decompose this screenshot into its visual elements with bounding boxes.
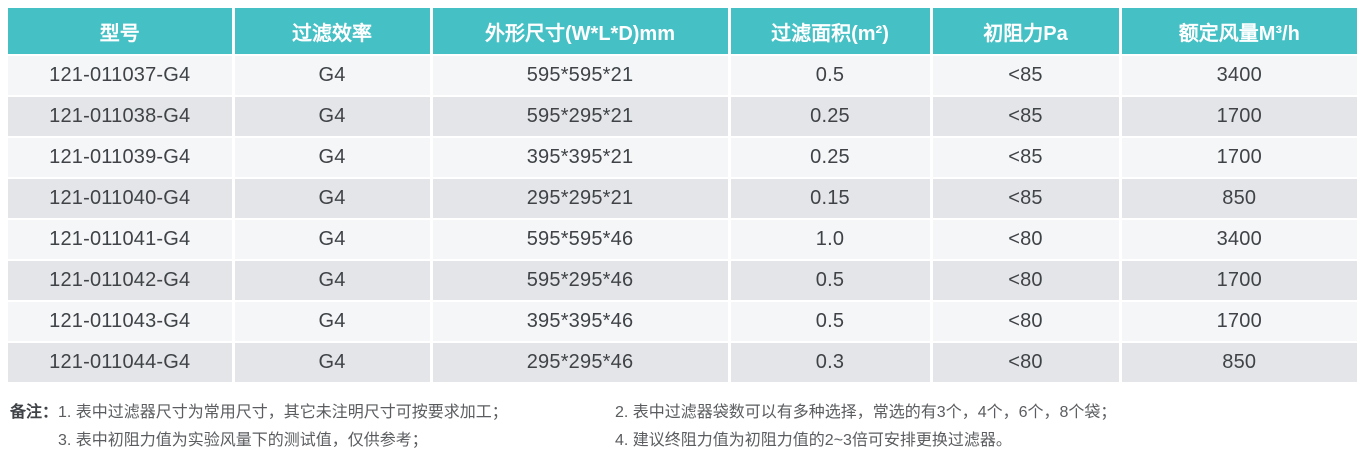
cell-model: 121-011042-G4 <box>8 260 235 302</box>
table-header: 型号 过滤效率 外形尺寸(W*L*D)mm 过滤面积(m²) 初阻力Pa 额定风… <box>8 8 1357 56</box>
table-row: 121-011041-G4 G4 595*595*46 1.0 <80 3400 <box>8 219 1357 261</box>
note-item-3: 3. 表中初阻力值为实验风量下的测试值，仅供参考； <box>58 432 428 449</box>
cell-dimensions: 595*595*21 <box>431 55 731 97</box>
cell-airflow: 850 <box>1120 178 1357 220</box>
cell-area: 0.25 <box>729 96 933 138</box>
cell-airflow: 850 <box>1120 342 1357 384</box>
cell-model: 121-011037-G4 <box>8 55 235 97</box>
col-header-filter-area: 过滤面积(m²) <box>729 8 933 56</box>
cell-efficiency: G4 <box>233 260 433 302</box>
notes-label: 备注： <box>10 404 59 421</box>
note-line-2: 2. 表中过滤器袋数可以有多种选择，常选的有3个，4个，6个，8个袋； <box>615 399 1357 427</box>
filter-spec-table: 型号 过滤效率 外形尺寸(W*L*D)mm 过滤面积(m²) 初阻力Pa 额定风… <box>8 8 1357 384</box>
note-item-1: 1. 表中过滤器尺寸为常用尺寸，其它未注明尺寸可按要求加工； <box>58 404 508 421</box>
cell-efficiency: G4 <box>233 178 433 220</box>
col-header-rated-airflow: 额定风量M³/h <box>1120 8 1357 56</box>
cell-resistance: <80 <box>931 342 1122 384</box>
notes-section: 备注：1. 表中过滤器尺寸为常用尺寸，其它未注明尺寸可按要求加工； 3. 表中初… <box>8 399 1357 455</box>
cell-dimensions: 295*295*46 <box>431 342 731 384</box>
cell-area: 0.25 <box>729 137 933 179</box>
table-row: 121-011042-G4 G4 595*295*46 0.5 <80 1700 <box>8 260 1357 302</box>
notes-column-right: 2. 表中过滤器袋数可以有多种选择，常选的有3个，4个，6个，8个袋； 4. 建… <box>615 399 1357 455</box>
cell-dimensions: 395*395*21 <box>431 137 731 179</box>
cell-area: 0.5 <box>729 301 933 343</box>
cell-efficiency: G4 <box>233 96 433 138</box>
cell-resistance: <80 <box>931 260 1122 302</box>
cell-model: 121-011040-G4 <box>8 178 235 220</box>
cell-efficiency: G4 <box>233 301 433 343</box>
cell-resistance: <80 <box>931 301 1122 343</box>
cell-airflow: 1700 <box>1120 260 1357 302</box>
table-row: 121-011039-G4 G4 395*395*21 0.25 <85 170… <box>8 137 1357 179</box>
table-row: 121-011044-G4 G4 295*295*46 0.3 <80 850 <box>8 342 1357 384</box>
cell-dimensions: 395*395*46 <box>431 301 731 343</box>
cell-model: 121-011039-G4 <box>8 137 235 179</box>
cell-efficiency: G4 <box>233 342 433 384</box>
table-row: 121-011038-G4 G4 595*295*21 0.25 <85 170… <box>8 96 1357 138</box>
cell-model: 121-011038-G4 <box>8 96 235 138</box>
header-row: 型号 过滤效率 外形尺寸(W*L*D)mm 过滤面积(m²) 初阻力Pa 额定风… <box>8 8 1357 56</box>
table-row: 121-011043-G4 G4 395*395*46 0.5 <80 1700 <box>8 301 1357 343</box>
cell-area: 1.0 <box>729 219 933 261</box>
cell-airflow: 1700 <box>1120 137 1357 179</box>
cell-airflow: 3400 <box>1120 55 1357 97</box>
cell-model: 121-011044-G4 <box>8 342 235 384</box>
cell-model: 121-011043-G4 <box>8 301 235 343</box>
col-header-model: 型号 <box>8 8 235 56</box>
cell-area: 0.15 <box>729 178 933 220</box>
cell-efficiency: G4 <box>233 55 433 97</box>
cell-resistance: <85 <box>931 137 1122 179</box>
notes-column-left: 备注：1. 表中过滤器尺寸为常用尺寸，其它未注明尺寸可按要求加工； 3. 表中初… <box>10 399 615 455</box>
cell-model: 121-011041-G4 <box>8 219 235 261</box>
col-header-initial-resistance: 初阻力Pa <box>931 8 1122 56</box>
cell-resistance: <80 <box>931 219 1122 261</box>
cell-dimensions: 595*295*46 <box>431 260 731 302</box>
cell-efficiency: G4 <box>233 219 433 261</box>
cell-resistance: <85 <box>931 96 1122 138</box>
cell-area: 0.5 <box>729 55 933 97</box>
cell-airflow: 1700 <box>1120 96 1357 138</box>
col-header-dimensions: 外形尺寸(W*L*D)mm <box>431 8 731 56</box>
cell-dimensions: 295*295*21 <box>431 178 731 220</box>
note-line-3: 3. 表中初阻力值为实验风量下的测试值，仅供参考； <box>10 427 615 455</box>
cell-airflow: 1700 <box>1120 301 1357 343</box>
cell-resistance: <85 <box>931 178 1122 220</box>
note-line-1: 备注：1. 表中过滤器尺寸为常用尺寸，其它未注明尺寸可按要求加工； <box>10 399 615 427</box>
cell-efficiency: G4 <box>233 137 433 179</box>
table-body: 121-011037-G4 G4 595*595*21 0.5 <85 3400… <box>8 55 1357 384</box>
note-item-2: 2. 表中过滤器袋数可以有多种选择，常选的有3个，4个，6个，8个袋； <box>615 404 1117 421</box>
cell-area: 0.3 <box>729 342 933 384</box>
cell-airflow: 3400 <box>1120 219 1357 261</box>
table-row: 121-011040-G4 G4 295*295*21 0.15 <85 850 <box>8 178 1357 220</box>
cell-dimensions: 595*595*46 <box>431 219 731 261</box>
cell-area: 0.5 <box>729 260 933 302</box>
note-line-4: 4. 建议终阻力值为初阻力值的2~3倍可安排更换过滤器。 <box>615 427 1357 455</box>
table-row: 121-011037-G4 G4 595*595*21 0.5 <85 3400 <box>8 55 1357 97</box>
cell-resistance: <85 <box>931 55 1122 97</box>
col-header-filtration-efficiency: 过滤效率 <box>233 8 433 56</box>
cell-dimensions: 595*295*21 <box>431 96 731 138</box>
note-item-4: 4. 建议终阻力值为初阻力值的2~3倍可安排更换过滤器。 <box>615 432 1012 449</box>
